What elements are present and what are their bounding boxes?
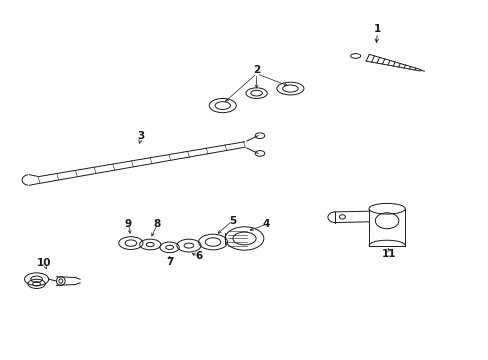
Text: 1: 1 [373,24,380,34]
Text: 5: 5 [228,216,236,226]
Text: 7: 7 [165,257,173,266]
Text: 2: 2 [252,65,260,75]
Text: 11: 11 [382,249,396,260]
Text: 10: 10 [37,258,51,268]
Text: 3: 3 [137,131,144,141]
Text: 6: 6 [195,251,202,261]
Text: 8: 8 [154,219,161,229]
Text: 4: 4 [262,219,269,229]
Text: 9: 9 [124,219,132,229]
